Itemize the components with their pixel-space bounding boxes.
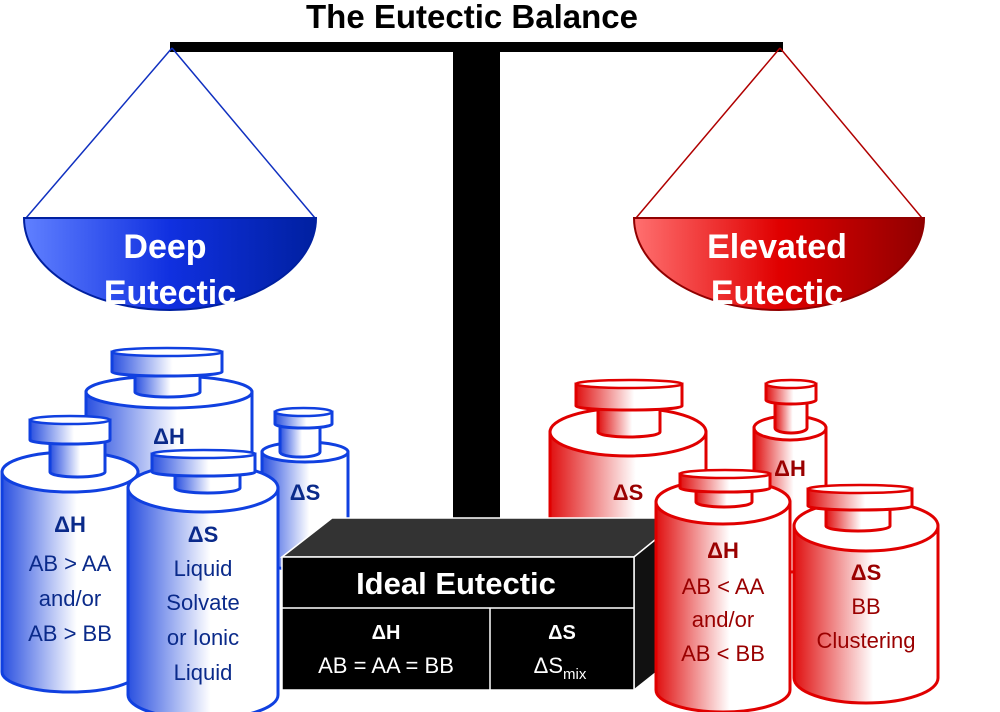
ideal-entropy-value: ΔSmix [534, 653, 587, 683]
weight-line: Liquid [174, 660, 233, 685]
weight-heading: ΔS [851, 560, 882, 585]
weight-line: AB > BB [28, 621, 112, 646]
deep-weight: ΔH AB > AA and/or AB > BB [0, 414, 140, 694]
elevated-weight: ΔH AB < AA and/or AB < BB [654, 468, 792, 712]
weight-line: Solvate [166, 590, 239, 615]
weight-line: and/or [39, 586, 101, 611]
weight-line: AB < BB [681, 641, 765, 666]
weight-label: ΔH [774, 456, 806, 481]
weight-heading: ΔH [54, 512, 86, 537]
weight-line: Clustering [816, 628, 915, 653]
weight-line: BB [851, 594, 880, 619]
weight-line: Liquid [174, 556, 233, 581]
ideal-enthalpy-heading: ΔH [372, 622, 401, 644]
weight-line: AB < AA [682, 574, 765, 599]
weight-label: ΔS [290, 480, 321, 505]
diagram-title: The Eutectic Balance [306, 0, 638, 35]
weight-label: ΔH [153, 424, 185, 449]
weight-line: or Ionic [167, 625, 239, 650]
left-pan-label-2: Eutectic [104, 274, 236, 312]
elevated-weight: ΔS BB Clustering [792, 483, 940, 705]
weight-heading: ΔH [707, 538, 739, 563]
balance-pole [453, 44, 500, 539]
left-pan-label-1: Deep [123, 228, 206, 266]
right-pan: Elevated Eutectic [632, 217, 926, 312]
right-pan-strings [635, 47, 923, 219]
left-pan-strings [25, 47, 316, 219]
deep-weight: ΔS Liquid Solvate or Ionic Liquid [126, 448, 280, 712]
right-pan-label-2: Eutectic [711, 274, 843, 312]
right-pan-label-1: Elevated [707, 228, 847, 266]
left-pan: Deep Eutectic [22, 217, 318, 312]
weight-line: and/or [692, 607, 754, 632]
weight-line: AB > AA [29, 551, 112, 576]
ideal-entropy-heading: ΔS [548, 622, 576, 644]
weight-label: ΔS [613, 480, 644, 505]
ideal-eutectic-box: Ideal Eutectic ΔH AB = AA = BB ΔS ΔSmix [279, 516, 685, 692]
ideal-enthalpy-value: AB = AA = BB [318, 653, 454, 678]
ideal-box-title: Ideal Eutectic [356, 566, 556, 601]
weight-heading: ΔS [188, 522, 219, 547]
